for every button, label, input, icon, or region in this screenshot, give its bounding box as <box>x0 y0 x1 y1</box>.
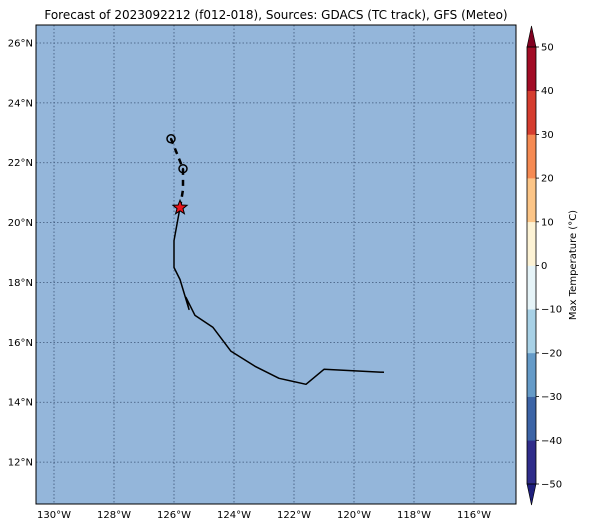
colorbar-tick-label: −40 <box>541 436 562 447</box>
lon-tick-label: 124°W <box>217 510 251 521</box>
storm-track <box>166 134 385 386</box>
colorbar-segment <box>527 309 536 354</box>
lat-tick-label: 18°N <box>8 278 33 289</box>
forecast-position-dot <box>170 137 172 140</box>
colorbar-segment <box>527 47 536 91</box>
colorbar-tick-label: 0 <box>541 261 547 272</box>
lat-tick-label: 14°N <box>8 398 33 409</box>
map-title: Forecast of 2023092212 (f012-018), Sourc… <box>44 8 507 22</box>
colorbar-tick-label: −50 <box>541 480 562 491</box>
lat-tick-label: 26°N <box>8 38 33 49</box>
map-frame <box>35 24 517 505</box>
lon-tick-label: 120°W <box>337 510 371 521</box>
lon-tick-label: 116°W <box>457 510 491 521</box>
lon-tick-label: 130°W <box>37 510 71 521</box>
colorbar-label: Max Temperature (°C) <box>568 210 579 320</box>
forecast-position-marker <box>178 163 188 174</box>
colorbar-segment <box>527 221 536 266</box>
current-position-star-icon <box>171 198 189 215</box>
colorbar-segment <box>527 396 536 441</box>
lat-tick-label: 20°N <box>8 218 33 229</box>
lat-tick-label: 22°N <box>8 158 33 169</box>
colorbar-segment <box>527 265 536 310</box>
past-track-line <box>173 207 385 386</box>
colorbar-over-arrow <box>526 25 537 48</box>
colorbar-tick-label: 30 <box>541 130 554 141</box>
lat-tick-label: 12°N <box>8 458 33 469</box>
latitude-labels: 12°N 14°N 16°N 18°N 20°N 22°N 24°N 26°N <box>8 38 33 468</box>
ocean <box>36 25 516 504</box>
colorbar-tick-label: 20 <box>541 174 554 185</box>
forecast-track-line <box>169 138 185 208</box>
colorbar-tick-label: −20 <box>541 348 562 359</box>
colorbar-tick-label: −10 <box>541 305 562 316</box>
colorbar-segment <box>527 178 536 223</box>
lon-tick-label: 126°W <box>157 510 191 521</box>
colorbar-tick-label: 50 <box>541 43 554 54</box>
lat-tick-label: 24°N <box>8 98 33 109</box>
colorbar-tick-label: 40 <box>541 86 554 97</box>
lon-tick-label: 118°W <box>397 510 431 521</box>
colorbar-segment <box>527 134 536 179</box>
temperature-colorbar: −50 −40 −30 −20 −10 0 10 20 30 40 50 <box>526 25 562 506</box>
lon-tick-label: 128°W <box>97 510 131 521</box>
lon-tick-label: 122°W <box>277 510 311 521</box>
colorbar-tick-label: 10 <box>541 217 554 228</box>
lat-tick-label: 16°N <box>8 338 33 349</box>
forecast-position-dot <box>182 167 184 170</box>
colorbar-segment <box>527 440 536 485</box>
graticule <box>36 25 516 504</box>
longitude-labels: 130°W 128°W 126°W 124°W 122°W 120°W 118°W 116°W <box>37 510 491 521</box>
colorbar-segment <box>527 352 536 397</box>
colorbar-tick-label: −30 <box>541 392 562 403</box>
map-area <box>35 24 517 505</box>
colorbar-segment <box>527 90 536 135</box>
colorbar-under-arrow <box>526 483 537 506</box>
forecast-position-marker <box>166 134 176 144</box>
